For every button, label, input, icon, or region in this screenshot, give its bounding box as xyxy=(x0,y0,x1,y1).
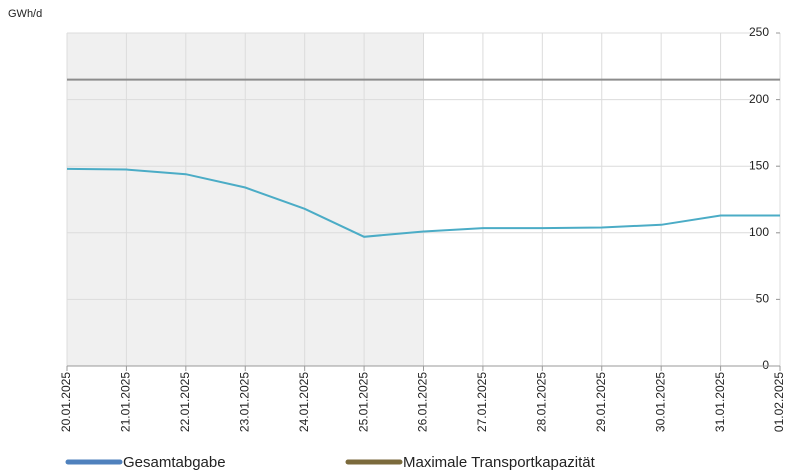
series-line xyxy=(66,167,780,238)
x-tick-label: 23.01.2025 xyxy=(237,372,251,432)
legend-label: Maximale Transportkapazität xyxy=(403,454,596,471)
y-tick-label: 50 xyxy=(756,292,770,306)
y-tick-label-bg xyxy=(754,26,776,40)
x-tick-label: 31.01.2025 xyxy=(713,372,727,432)
x-tick-label: 30.01.2025 xyxy=(653,372,667,432)
y-tick-label: 100 xyxy=(749,225,769,239)
y-tick-label-bg xyxy=(754,225,776,240)
y-tick-label: 0 xyxy=(762,358,769,372)
x-tick-label: 20.01.2025 xyxy=(59,372,73,432)
y-tick-label: 200 xyxy=(749,92,769,106)
x-tick-label: 24.01.2025 xyxy=(297,372,311,432)
y-tick-label-bg xyxy=(754,292,776,307)
legend-label: Gesamtabgabe xyxy=(123,454,226,471)
x-tick-label: 27.01.2025 xyxy=(475,372,489,432)
y-tick-label: 150 xyxy=(749,158,769,172)
y-tick-label: 250 xyxy=(749,25,769,39)
y-tick-label-bg xyxy=(754,92,776,107)
x-tick-label: 26.01.2025 xyxy=(416,372,430,432)
x-tick-label: 01.02.2025 xyxy=(772,372,786,432)
x-tick-label: 22.01.2025 xyxy=(178,372,192,432)
x-tick-label: 21.01.2025 xyxy=(119,372,133,432)
x-tick-label: 25.01.2025 xyxy=(356,372,370,432)
y-tick-label-bg xyxy=(754,159,776,174)
y-axis-unit: GWh/d xyxy=(8,8,42,20)
x-tick-label: 28.01.2025 xyxy=(535,372,549,432)
x-tick-label: 29.01.2025 xyxy=(594,372,608,432)
